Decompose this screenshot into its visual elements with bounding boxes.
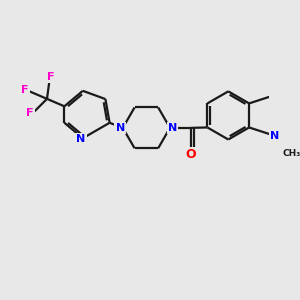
Text: N: N bbox=[76, 134, 86, 144]
Text: CH₃: CH₃ bbox=[283, 149, 300, 158]
Text: N: N bbox=[168, 123, 177, 133]
Text: N: N bbox=[270, 131, 279, 141]
Text: F: F bbox=[26, 108, 34, 118]
Text: F: F bbox=[47, 72, 55, 82]
Text: O: O bbox=[186, 148, 196, 161]
Text: F: F bbox=[21, 85, 29, 94]
Text: N: N bbox=[116, 123, 125, 133]
